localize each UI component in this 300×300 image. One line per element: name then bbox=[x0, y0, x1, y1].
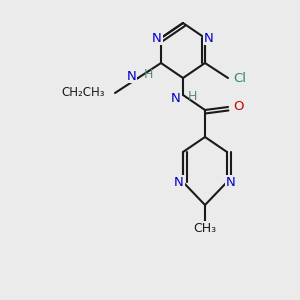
Text: H: H bbox=[144, 68, 153, 80]
Text: O: O bbox=[233, 100, 243, 113]
Text: N: N bbox=[174, 176, 184, 188]
Text: N: N bbox=[204, 32, 214, 44]
Text: N: N bbox=[152, 32, 162, 44]
Text: CH₃: CH₃ bbox=[194, 221, 217, 235]
Text: N: N bbox=[126, 70, 136, 83]
Text: H: H bbox=[188, 89, 197, 103]
Text: N: N bbox=[226, 176, 236, 188]
Text: N: N bbox=[171, 92, 181, 104]
Text: CH₂CH₃: CH₂CH₃ bbox=[61, 86, 105, 100]
Text: Cl: Cl bbox=[233, 71, 247, 85]
